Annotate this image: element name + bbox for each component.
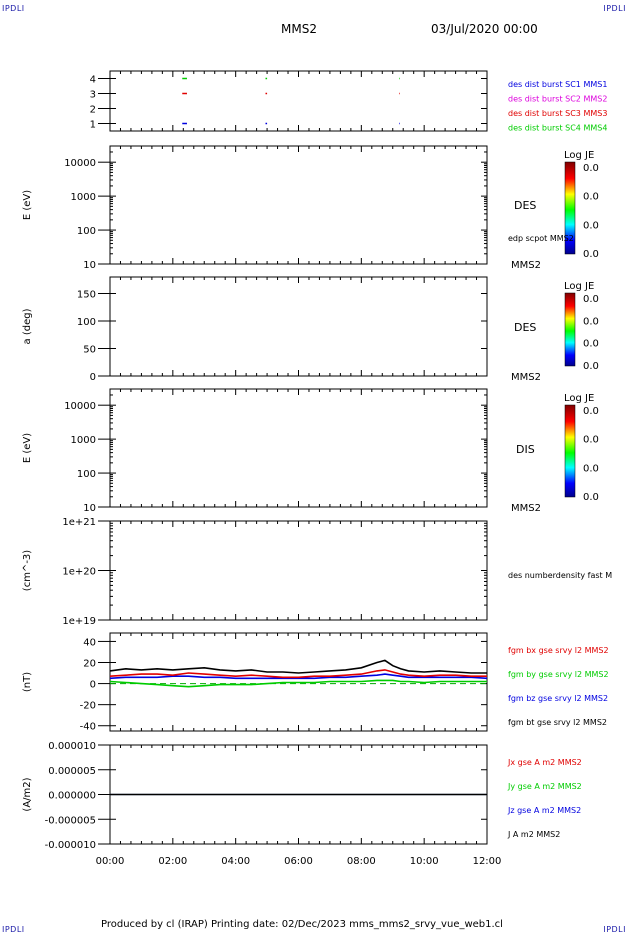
- xaxis-tick-label: 02:00: [158, 856, 187, 867]
- dis-energy-colorbar-tick: 0.0: [583, 492, 599, 503]
- current-legend-2: Jy gse A m2 MMS2: [507, 782, 582, 791]
- xaxis-tick-label: 10:00: [410, 856, 439, 867]
- des-pitch-ylabel: a (deg): [22, 308, 33, 344]
- des-energy-ytick-label: 10: [83, 260, 96, 271]
- des-energy-instrument-label: DES: [514, 199, 536, 212]
- burst-ytick-label: 4: [90, 75, 96, 86]
- dis-energy-ytick-label: 1000: [71, 435, 96, 446]
- des-energy-ylabel: E (eV): [22, 190, 33, 220]
- des-energy-ytick-label: 10000: [64, 158, 96, 169]
- des-pitch-colorbar-tick: 0.0: [583, 361, 599, 372]
- footer-credit: Produced by cl (IRAP) Printing date: 02/…: [101, 919, 503, 930]
- des-energy-colorbar-tick: 0.0: [583, 220, 599, 231]
- des-pitch-sc-label: MMS2: [511, 372, 541, 383]
- burst-ytick-label: 1: [90, 120, 96, 131]
- fgm-legend-3: fgm bz gse srvy l2 MMS2: [508, 694, 608, 703]
- des-pitch-colorbar-tick: 0.0: [583, 316, 599, 327]
- fgm-legend-2: fgm by gse srvy l2 MMS2: [508, 670, 609, 679]
- fgm-ytick-label: -40: [80, 722, 96, 733]
- fgm-ytick-label: 0: [90, 680, 96, 691]
- density-ytick-label: 1e+21: [62, 517, 96, 528]
- xaxis-tick-label: 08:00: [347, 856, 376, 867]
- des-energy-colorbar-tick: 0.0: [583, 163, 599, 174]
- current-ytick-label: -0.000005: [45, 815, 96, 826]
- fgm-ytick-label: 40: [83, 637, 96, 648]
- dis-energy-instrument-label: DIS: [516, 443, 535, 456]
- dis-energy-sc-label: MMS2: [511, 503, 541, 514]
- current-legend-4: J A m2 MMS2: [507, 830, 560, 839]
- des-energy-scpot-label: edp scpot MMS2: [508, 234, 574, 243]
- current-ytick-label: 0.000000: [48, 791, 96, 802]
- density-ytick-label: 1e+19: [62, 616, 96, 627]
- des-pitch-colorbar-title: Log JE: [564, 281, 594, 292]
- des-energy-colorbar-title: Log JE: [564, 150, 594, 161]
- dis-energy-colorbar-tick: 0.0: [583, 406, 599, 417]
- fgm-series-1: [109, 669, 487, 679]
- des-pitch-ytick-label: 50: [83, 345, 96, 356]
- des-pitch-colorbar-tick: 0.0: [583, 294, 599, 305]
- fgm-ytick-label: 20: [83, 659, 96, 670]
- des-pitch-ytick-label: 100: [77, 317, 96, 328]
- burst-frame: [109, 70, 488, 132]
- fgm-ytick-label: -20: [80, 701, 96, 712]
- fgm-series-3: [109, 673, 488, 680]
- burst-legend-1: des dist burst SC1 MMS1: [508, 80, 607, 89]
- fgm-ylabel: (nT): [22, 672, 33, 692]
- dis-energy-ylabel: E (eV): [22, 433, 33, 463]
- dis-energy-frame: [109, 388, 488, 508]
- current-ylabel: (A/m2): [22, 777, 33, 811]
- des-energy-sc-label: MMS2: [511, 260, 541, 271]
- des-energy-frame: [109, 145, 488, 265]
- current-ytick-label: 0.000005: [48, 766, 96, 777]
- des-energy-ytick-label: 1000: [71, 192, 96, 203]
- fgm-series-2: [109, 679, 487, 688]
- xaxis-tick-label: 06:00: [284, 856, 313, 867]
- des-pitch-colorbar: [564, 292, 576, 367]
- dis-energy-colorbar: [564, 404, 576, 498]
- density-legend: des numberdensity fast M: [508, 571, 612, 580]
- des-pitch-ytick-label: 0: [90, 372, 96, 383]
- dis-energy-colorbar-tick: 0.0: [583, 435, 599, 446]
- dis-energy-ytick-label: 10: [83, 503, 96, 514]
- des-pitch-frame: [109, 276, 488, 377]
- burst-legend-3: des dist burst SC3 MMS3: [508, 109, 607, 118]
- density-ylabel: (cm^-3): [22, 550, 33, 591]
- corner-label-top-right: IPDLI: [603, 4, 626, 13]
- des-pitch-instrument-label: DES: [514, 321, 536, 334]
- dis-energy-ytick-label: 100: [77, 469, 96, 480]
- current-legend-3: Jz gse A m2 MMS2: [507, 806, 581, 815]
- corner-label-bottom-left: IPDLI: [2, 925, 25, 934]
- xaxis-tick-label: 04:00: [221, 856, 250, 867]
- des-energy-ytick-label: 100: [77, 226, 96, 237]
- dis-energy-ytick-label: 10000: [64, 401, 96, 412]
- corner-label-top-left: IPDLI: [2, 4, 25, 13]
- des-energy-colorbar: [564, 161, 576, 255]
- corner-label-bottom-right: IPDLI: [603, 925, 626, 934]
- spacecraft-title: MMS2: [281, 22, 317, 36]
- current-ytick-label: -0.000010: [45, 840, 96, 851]
- burst-ytick-label: 3: [90, 90, 96, 101]
- fgm-series-4: [109, 659, 487, 674]
- burst-legend-2: des dist burst SC2 MMS2: [508, 95, 607, 104]
- density-ytick-label: 1e+20: [62, 567, 96, 578]
- dis-energy-colorbar-title: Log JE: [564, 393, 594, 404]
- des-energy-colorbar-tick: 0.0: [583, 249, 599, 260]
- density-frame: [109, 520, 488, 621]
- des-energy-colorbar-tick: 0.0: [583, 192, 599, 203]
- date-title: 03/Jul/2020 00:00: [431, 22, 538, 36]
- fgm-legend-4: fgm bt gse srvy l2 MMS2: [508, 718, 607, 727]
- burst-legend-4: des dist burst SC4 MMS4: [508, 124, 607, 133]
- current-legend-1: Jx gse A m2 MMS2: [507, 758, 582, 767]
- burst-ytick-label: 2: [90, 105, 96, 116]
- des-pitch-ytick-label: 150: [77, 290, 96, 301]
- xaxis-tick-label: 00:00: [96, 856, 125, 867]
- des-pitch-colorbar-tick: 0.0: [583, 339, 599, 350]
- current-ytick-label: 0.000010: [48, 741, 96, 752]
- xaxis-tick-label: 12:00: [473, 856, 502, 867]
- fgm-legend-1: fgm bx gse srvy l2 MMS2: [508, 646, 609, 655]
- dis-energy-colorbar-tick: 0.0: [583, 463, 599, 474]
